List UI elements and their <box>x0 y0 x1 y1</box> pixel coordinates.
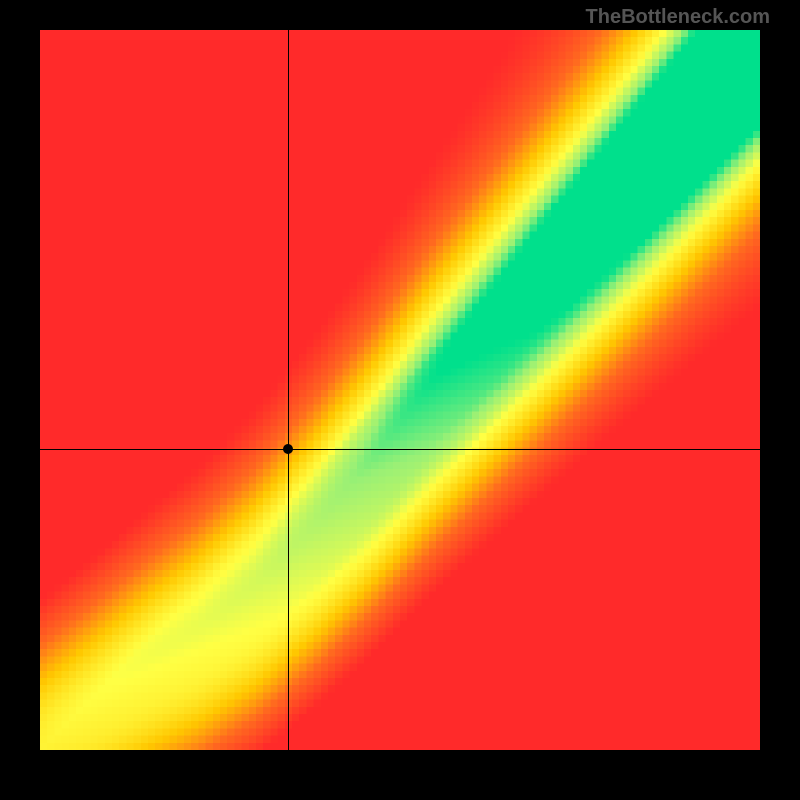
watermark-text: TheBottleneck.com <box>586 6 770 29</box>
heatmap-canvas <box>40 30 760 750</box>
plot-area <box>40 30 760 750</box>
crosshair-horizontal <box>40 449 760 450</box>
crosshair-vertical <box>288 30 289 750</box>
crosshair-point <box>283 444 293 454</box>
